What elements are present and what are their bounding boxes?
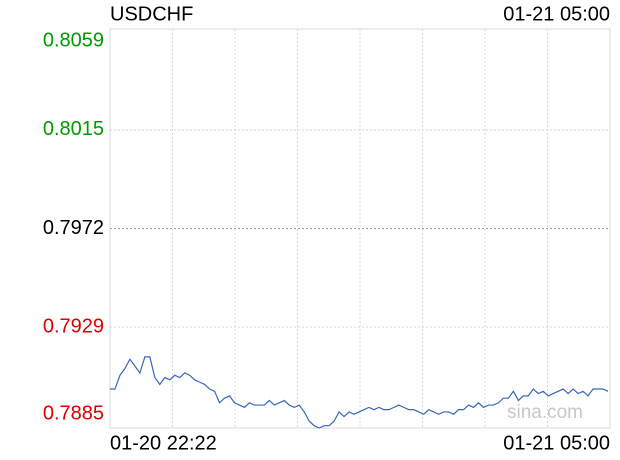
- plot-frame: [109, 28, 611, 429]
- y-tick-label: 0.7972: [43, 217, 104, 239]
- y-tick-label: 0.8015: [43, 118, 104, 140]
- watermark: sina.com: [507, 402, 583, 423]
- price-line: [110, 356, 609, 429]
- y-tick-label: 0.8059: [43, 29, 104, 51]
- x-tick-label: 01-20 22:22: [110, 432, 217, 454]
- chart-title: USDCHF: [110, 3, 193, 25]
- x-tick-label: 01-21 05:00: [503, 432, 610, 454]
- timestamp: 01-21 05:00: [503, 3, 610, 25]
- y-tick-label: 0.7885: [43, 402, 104, 424]
- y-tick-label: 0.7929: [43, 315, 104, 337]
